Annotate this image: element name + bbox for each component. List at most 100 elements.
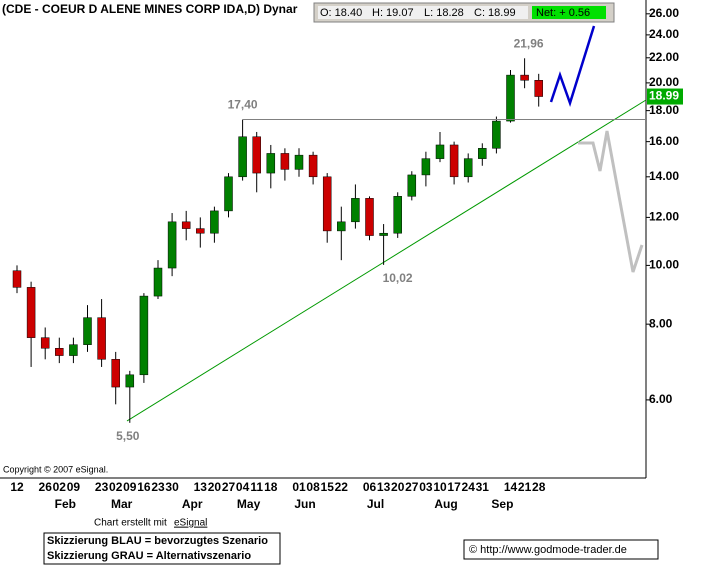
y-tick-label: 6.00 bbox=[649, 392, 673, 406]
candle-body bbox=[12, 270, 22, 288]
notes-box bbox=[43, 532, 281, 565]
source-box bbox=[463, 539, 659, 560]
month-label: Aug bbox=[434, 497, 457, 511]
blue-scenario bbox=[549, 25, 596, 107]
candle-body bbox=[125, 374, 135, 388]
candle-body bbox=[407, 174, 417, 197]
price-annotation: 10,02 bbox=[383, 271, 413, 285]
candle-body bbox=[196, 228, 205, 234]
x-tick-label: 02 bbox=[109, 480, 123, 494]
gray-scenario bbox=[578, 130, 644, 273]
price-annotation: 21,96 bbox=[514, 36, 544, 50]
candle-body bbox=[238, 136, 247, 178]
candle-body bbox=[449, 144, 459, 178]
net-field bbox=[532, 6, 606, 19]
x-tick-label: 03 bbox=[419, 480, 433, 494]
candle-body bbox=[379, 232, 388, 236]
x-tick-label: 23 bbox=[151, 480, 165, 494]
x-tick-label: 17 bbox=[447, 480, 461, 494]
y-tick-label: 18.00 bbox=[649, 103, 679, 117]
y-tick-label: 16.00 bbox=[649, 134, 679, 148]
x-tick-label: 12 bbox=[10, 480, 24, 494]
price-annotation: 5,50 bbox=[116, 429, 140, 443]
x-tick-label: 21 bbox=[518, 480, 532, 494]
y-tick-label: 12.00 bbox=[649, 210, 679, 224]
month-label: May bbox=[237, 497, 261, 511]
x-tick-label: 02 bbox=[53, 480, 67, 494]
candle-body bbox=[520, 74, 529, 81]
candle-body bbox=[492, 120, 501, 149]
candle-body bbox=[210, 210, 219, 234]
x-tick-label: 16 bbox=[137, 480, 151, 494]
info-low: L: 18.28 bbox=[424, 7, 464, 19]
candle-body bbox=[69, 344, 78, 356]
last-price-tag bbox=[647, 88, 683, 105]
candle-body bbox=[40, 337, 50, 349]
candle-body bbox=[181, 221, 191, 229]
candle-body bbox=[252, 136, 261, 174]
info-net: Net: + 0.56 bbox=[536, 7, 590, 19]
x-tick-label: 22 bbox=[335, 480, 349, 494]
candle-body bbox=[153, 267, 163, 297]
y-tick-label: 10.00 bbox=[649, 258, 679, 272]
x-tick-label: 14 bbox=[504, 480, 518, 494]
month-label: Mar bbox=[111, 497, 133, 511]
candle-body bbox=[337, 221, 346, 232]
x-tick-label: 09 bbox=[67, 480, 81, 494]
credit: Chart erstellt mit bbox=[94, 518, 167, 529]
x-tick-label: 23 bbox=[95, 480, 109, 494]
candle-body bbox=[365, 198, 374, 236]
note: Skizzierung GRAU = Alternativszenario bbox=[47, 550, 251, 562]
x-tick-label: 15 bbox=[321, 480, 335, 494]
x-tick-label: 27 bbox=[405, 480, 419, 494]
candle-body bbox=[393, 196, 402, 234]
info-open: O: 18.40 bbox=[320, 7, 362, 19]
x-tick-label: 01 bbox=[292, 480, 306, 494]
price-annotation: 17,40 bbox=[228, 98, 258, 112]
plot bbox=[12, 58, 543, 423]
candle-body bbox=[26, 287, 36, 338]
y-tick-label: 8.00 bbox=[649, 316, 673, 330]
x-tick-label: 06 bbox=[363, 480, 377, 494]
chart-title: (CDE - COEUR D ALENE MINES CORP IDA,D) D… bbox=[2, 2, 298, 16]
copyright: Copyright © 2007 eSignal. bbox=[3, 464, 108, 474]
candle-body bbox=[280, 153, 290, 170]
y-tick-label: 14.00 bbox=[649, 169, 679, 183]
candle-body bbox=[308, 154, 318, 178]
candle-body bbox=[506, 74, 515, 122]
credit-link: eSignal bbox=[174, 518, 207, 529]
x-tick-label: 04 bbox=[236, 480, 250, 494]
x-tick-label: 31 bbox=[476, 480, 490, 494]
x-tick-label: 11 bbox=[250, 480, 263, 494]
x-tick-label: 13 bbox=[377, 480, 391, 494]
x-tick-label: 20 bbox=[391, 480, 405, 494]
month-label: Jul bbox=[367, 497, 384, 511]
candle-body bbox=[224, 176, 233, 212]
y-tick-label: 26.00 bbox=[649, 6, 679, 20]
candle-body bbox=[97, 317, 106, 360]
x-tick-label: 13 bbox=[194, 480, 208, 494]
x-tick-label: 18 bbox=[264, 480, 278, 494]
candle-body bbox=[478, 148, 487, 159]
candle-body bbox=[463, 158, 473, 178]
month-label: Apr bbox=[182, 497, 203, 511]
x-tick-label: 26 bbox=[39, 480, 53, 494]
candle-body bbox=[435, 144, 445, 159]
month-label: Sep bbox=[491, 497, 513, 511]
x-tick-label: 28 bbox=[532, 480, 546, 494]
x-tick-label: 27 bbox=[222, 480, 236, 494]
x-tick-label: 08 bbox=[306, 480, 320, 494]
trend-line bbox=[126, 99, 647, 422]
x-tick-label: 09 bbox=[123, 480, 137, 494]
candle-body bbox=[421, 158, 431, 176]
month-label: Jun bbox=[294, 497, 315, 511]
candle-body bbox=[351, 198, 360, 223]
y-tick-label: 22.00 bbox=[649, 50, 679, 64]
candle-body bbox=[266, 153, 276, 174]
source: © http://www.godmode-trader.de bbox=[469, 544, 627, 556]
candle-body bbox=[322, 176, 332, 232]
last-price-label: 18.99 bbox=[649, 89, 679, 103]
candle-body bbox=[83, 317, 92, 345]
